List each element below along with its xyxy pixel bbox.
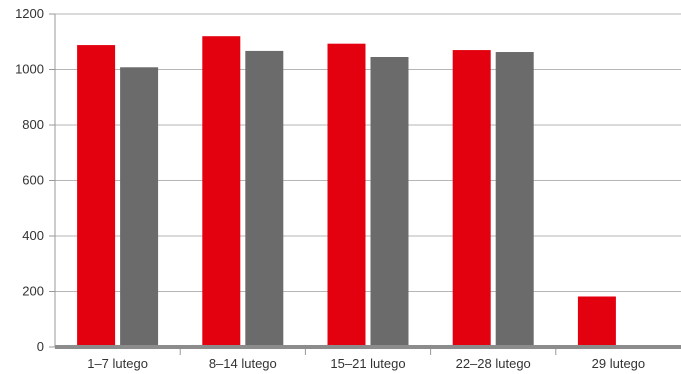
bar-series-1-1 xyxy=(77,45,116,347)
grid-lines xyxy=(55,13,681,292)
x-tick-label: 1–7 lutego xyxy=(87,356,148,371)
x-tick-label: 22–28 lutego xyxy=(456,356,531,371)
bar-series-2-4 xyxy=(495,52,534,348)
bar-series-2-2 xyxy=(245,50,284,347)
y-tick-label: 1200 xyxy=(15,6,44,21)
x-axis: 1–7 lutego 8–14 lutego 15–21 lutego 22–28 l… xyxy=(55,345,681,371)
bar-series-1-2 xyxy=(202,36,241,347)
y-tick-label: 0 xyxy=(37,339,44,354)
bar-series-2-1 xyxy=(120,67,159,347)
bar-series-1-3 xyxy=(327,43,366,347)
y-tick-label: 600 xyxy=(22,173,44,188)
y-axis: 0 200 400 600 800 1000 1200 xyxy=(15,6,56,354)
y-tick-label: 400 xyxy=(22,228,44,243)
x-tick-label: 29 lutego xyxy=(592,356,646,371)
bar-series-2-3 xyxy=(370,57,409,347)
y-tick-label: 800 xyxy=(22,117,44,132)
bar-series-1-5 xyxy=(577,296,616,347)
x-tick-label: 8–14 lutego xyxy=(209,356,277,371)
x-axis-line xyxy=(55,345,681,349)
y-tick-label: 200 xyxy=(22,284,44,299)
bars xyxy=(77,36,659,348)
x-tick-label: 15–21 lutego xyxy=(330,356,405,371)
y-tick-label: 1000 xyxy=(15,62,44,77)
bar-series-1-4 xyxy=(452,50,491,347)
